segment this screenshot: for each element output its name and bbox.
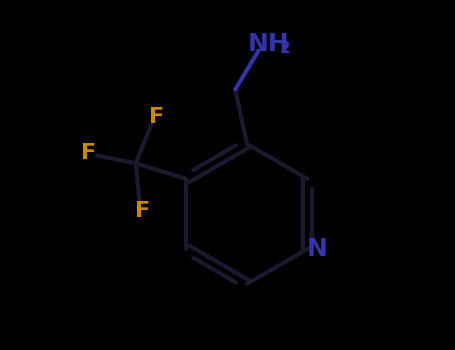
Text: F: F	[149, 107, 164, 127]
Text: 2: 2	[280, 41, 290, 56]
Text: N: N	[307, 237, 328, 261]
Text: F: F	[81, 143, 96, 163]
Text: F: F	[135, 201, 150, 221]
Text: NH: NH	[248, 32, 289, 56]
